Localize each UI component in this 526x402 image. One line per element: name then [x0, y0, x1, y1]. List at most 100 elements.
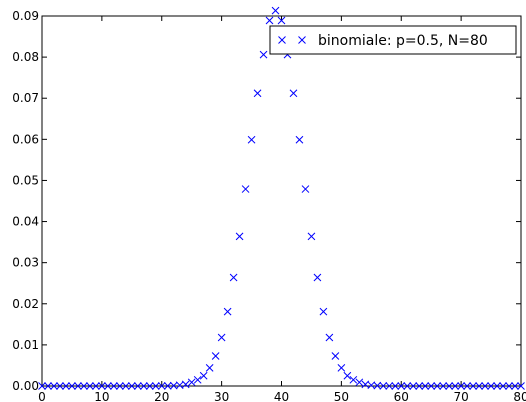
data-point [151, 382, 160, 390]
x-tick-label: 10 [94, 390, 109, 402]
data-point [92, 382, 100, 390]
data-point [145, 382, 154, 390]
data-point [517, 382, 525, 390]
data-point [127, 382, 136, 390]
data-point [133, 382, 142, 390]
data-point [139, 382, 148, 390]
data-point [433, 382, 442, 390]
data-point [74, 382, 82, 390]
data-point [193, 375, 202, 384]
data-point [50, 382, 58, 390]
data-point [38, 382, 46, 390]
legend-marker [278, 36, 286, 44]
data-point [337, 364, 346, 372]
data-point [121, 382, 130, 390]
data-point [277, 16, 286, 25]
data-point [391, 382, 400, 390]
data-point [44, 382, 52, 390]
data-point [271, 6, 280, 15]
data-point [301, 185, 310, 193]
y-tick-label: 0.04 [12, 215, 39, 229]
data-point [104, 382, 112, 390]
data-point [235, 232, 244, 241]
data-point [349, 375, 358, 384]
data-point [511, 382, 519, 390]
data-point [475, 382, 483, 390]
data-point [415, 382, 424, 390]
data-point [469, 382, 477, 390]
data-point [487, 382, 495, 390]
data-point [163, 382, 172, 390]
data-point [319, 307, 328, 316]
data-point [325, 333, 334, 342]
data-point [187, 378, 196, 387]
data-point [463, 382, 471, 390]
series-markers [38, 6, 525, 390]
y-tick-label: 0.08 [12, 50, 39, 64]
data-point [481, 382, 489, 390]
data-point [289, 89, 298, 98]
y-tick-label: 0.07 [12, 91, 39, 105]
data-point [199, 371, 208, 380]
x-tick-label: 20 [154, 390, 169, 402]
data-point [385, 382, 394, 390]
data-point [115, 382, 124, 390]
legend-label: binomiale: p=0.5, N=80 [318, 33, 488, 49]
data-point [68, 382, 76, 390]
y-tick-label: 0.03 [12, 256, 39, 270]
data-point [109, 382, 118, 390]
data-point [379, 382, 388, 390]
x-tick-label: 0 [38, 390, 46, 402]
axis-ticks [41, 15, 522, 387]
data-point [427, 382, 436, 390]
data-point [265, 16, 274, 25]
data-point [295, 135, 304, 144]
data-point [505, 382, 513, 390]
data-point [403, 382, 412, 390]
data-point [80, 382, 88, 390]
axis-tick-labels: 0 10 20 30 40 50 60 70 80 0.00 0.01 0.02 0.03 0.04 0.0… [12, 9, 526, 402]
x-tick-label: 40 [274, 390, 289, 402]
data-point [217, 333, 226, 342]
data-point [56, 382, 64, 390]
data-point [229, 273, 238, 282]
data-point [223, 307, 232, 316]
data-point [98, 382, 106, 390]
data-point [493, 382, 501, 390]
data-point [421, 382, 430, 390]
y-tick-label: 0.01 [12, 338, 39, 352]
x-tick-label: 50 [334, 390, 349, 402]
data-point [307, 232, 316, 241]
data-point [169, 381, 178, 390]
data-point [253, 89, 262, 98]
legend-marker [298, 36, 306, 44]
data-point [343, 371, 352, 380]
data-point [211, 352, 220, 360]
data-point [457, 382, 465, 390]
data-point [499, 382, 507, 390]
data-point [355, 378, 364, 387]
data-point [445, 382, 454, 390]
data-point [157, 382, 166, 390]
legend: binomiale: p=0.5, N=80 [269, 25, 517, 55]
data-point [409, 382, 418, 390]
data-point [62, 382, 70, 390]
y-tick-label: 0.05 [12, 173, 39, 187]
data-point [439, 382, 448, 390]
plot-frame [41, 15, 522, 387]
y-tick-label: 0.00 [12, 379, 39, 393]
x-tick-label: 30 [214, 390, 229, 402]
x-tick-label: 60 [394, 390, 409, 402]
data-point [451, 382, 459, 390]
data-point [259, 50, 268, 59]
data-point [181, 380, 190, 389]
data-point [373, 381, 382, 390]
data-point [331, 352, 340, 360]
data-point [247, 135, 256, 144]
data-point [313, 273, 322, 282]
y-tick-label: 0.09 [12, 9, 39, 23]
data-point [86, 382, 94, 390]
data-point [205, 364, 214, 372]
data-point [367, 381, 376, 390]
